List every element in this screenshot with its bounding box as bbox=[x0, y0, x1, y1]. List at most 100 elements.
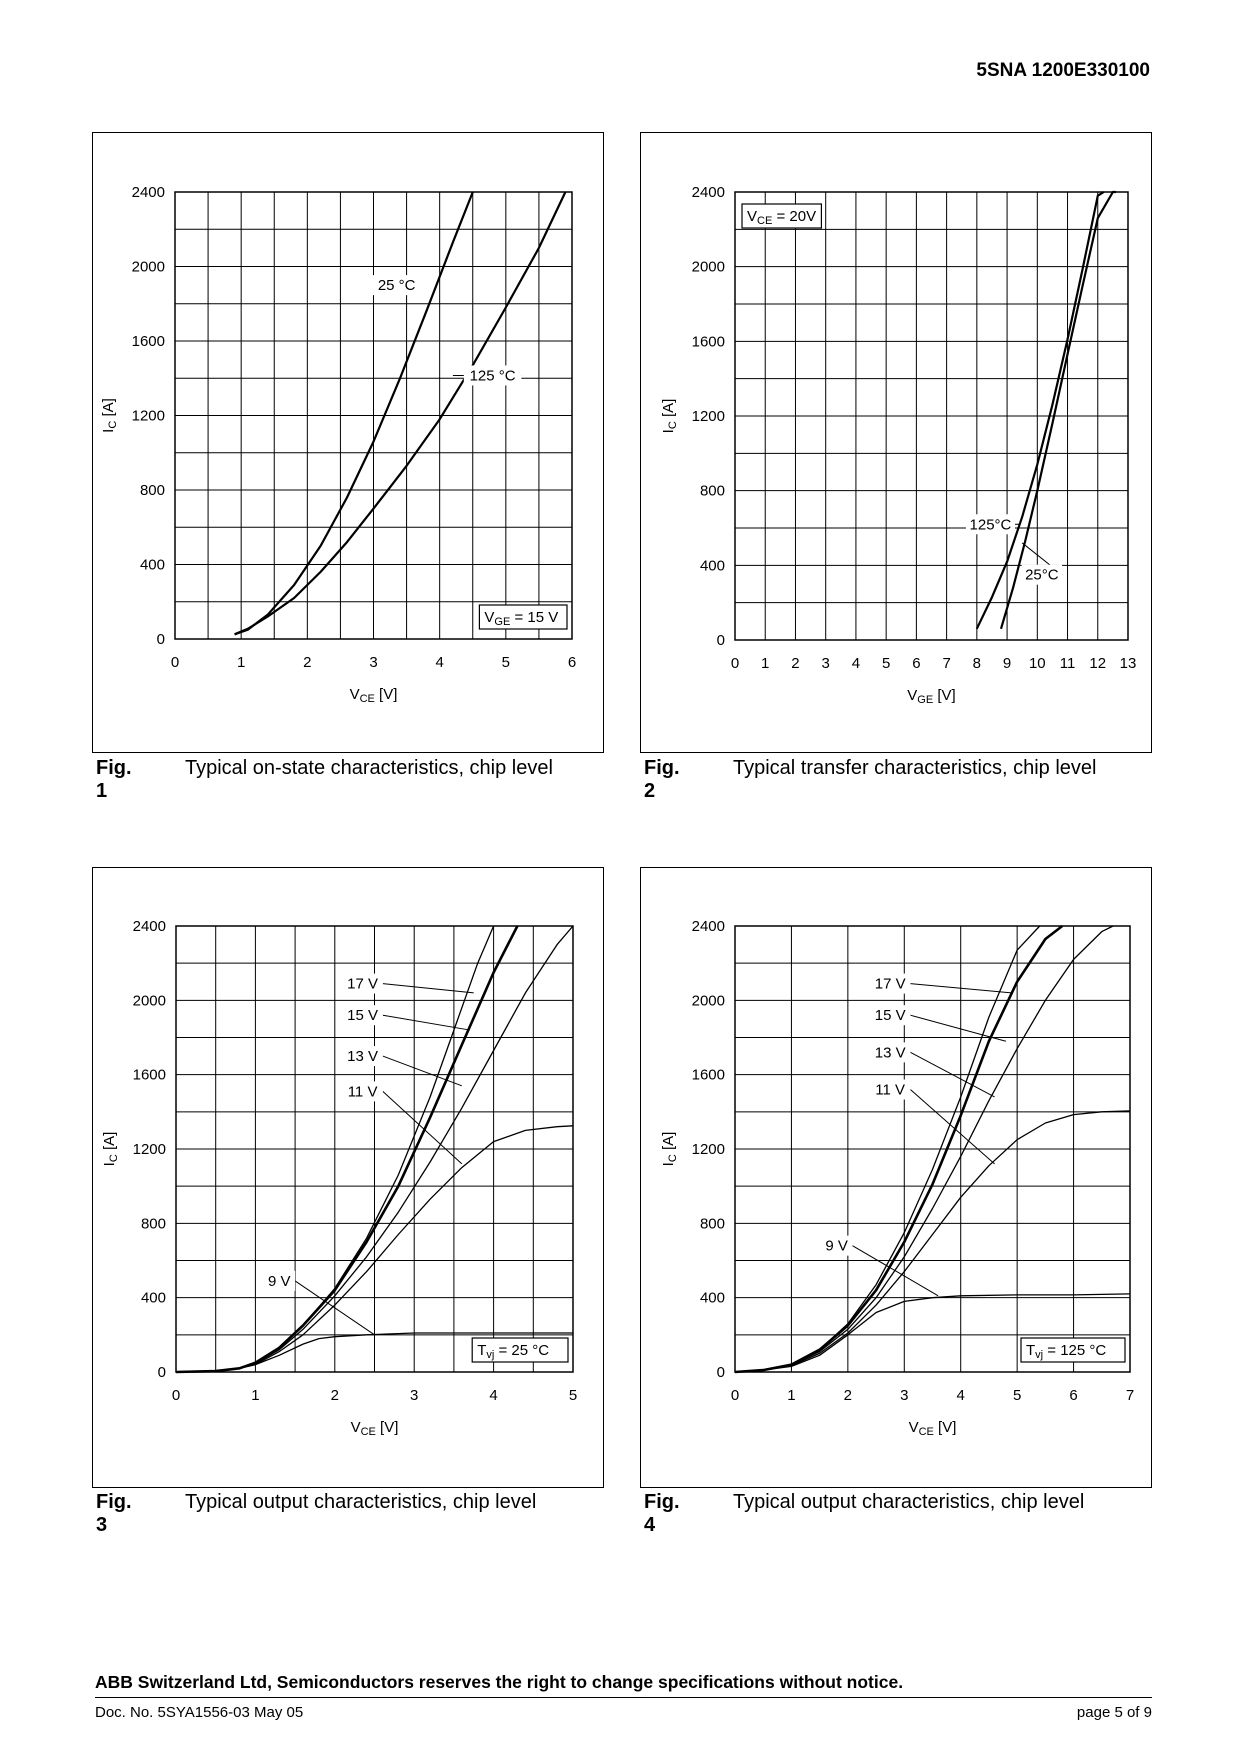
label-leader-line bbox=[382, 1055, 463, 1087]
x-tick-label: 6 bbox=[568, 654, 576, 671]
curve-label: 13 V bbox=[875, 1044, 906, 1061]
x-tick-label: 6 bbox=[1069, 1387, 1077, 1404]
figure-2-title: Typical transfer characteristics, chip l… bbox=[733, 757, 1097, 779]
label-leader-line bbox=[382, 1091, 463, 1165]
label-leader-line bbox=[382, 983, 474, 994]
y-tick-label: 1200 bbox=[692, 408, 725, 425]
y-tick-label: 2000 bbox=[692, 259, 725, 276]
label-leader-line bbox=[910, 1089, 995, 1165]
x-tick-label: 3 bbox=[410, 1387, 418, 1404]
x-tick-label: 5 bbox=[882, 655, 890, 672]
grid bbox=[734, 191, 1129, 641]
y-tick-label: 800 bbox=[140, 482, 165, 499]
curve-label: 15 V bbox=[875, 1007, 906, 1024]
curve-label: 11 V bbox=[875, 1082, 905, 1099]
x-tick-label: 2 bbox=[303, 654, 311, 671]
curve-label: 9 V bbox=[268, 1273, 291, 1290]
label-background bbox=[342, 973, 383, 994]
y-tick-label: 2000 bbox=[132, 259, 165, 276]
label-background bbox=[342, 1081, 383, 1102]
figure-3-title: Typical output characteristics, chip lev… bbox=[185, 1491, 537, 1513]
label-background bbox=[372, 275, 422, 296]
label-leader-line bbox=[852, 1245, 939, 1297]
label-leader-line bbox=[294, 1280, 375, 1336]
y-tick-label: 0 bbox=[157, 631, 165, 648]
label-background bbox=[342, 1046, 383, 1067]
x-tick-label: 2 bbox=[331, 1387, 339, 1404]
y-tick-label: 2000 bbox=[692, 992, 725, 1009]
curve-label: 17 V bbox=[347, 976, 378, 993]
y-axis-label: IC [A] bbox=[100, 398, 119, 433]
y-axis-label: IC [A] bbox=[660, 399, 679, 434]
series-line-11v bbox=[734, 1110, 1131, 1373]
x-axis-label: VGE [V] bbox=[907, 687, 955, 706]
figure-1-panel: 0 1 2 3 4 5 6 0 400 800 1200 1600 2000 2400 VCE [V] IC … bbox=[92, 132, 604, 753]
x-tick-label: 7 bbox=[1126, 1387, 1134, 1404]
y-tick-label: 1200 bbox=[132, 408, 165, 425]
x-axis-label: VCE [V] bbox=[351, 1419, 399, 1438]
footer-divider bbox=[95, 1697, 1152, 1698]
label-background bbox=[965, 514, 1015, 535]
footer-disclaimer: ABB Switzerland Ltd, Semiconductors rese… bbox=[95, 1672, 904, 1692]
condition-box bbox=[471, 1337, 569, 1363]
figure-3-chart: 0 1 2 3 4 5 0 400 800 1200 1600 2000 2400 VCE [V] IC [… bbox=[101, 918, 577, 1438]
label-background bbox=[463, 365, 522, 386]
y-tick-label: 1200 bbox=[692, 1141, 725, 1158]
figure-4-title: Typical output characteristics, chip lev… bbox=[733, 1491, 1085, 1513]
y-tick-label: 1600 bbox=[132, 333, 165, 350]
y-tick-label: 1200 bbox=[133, 1141, 166, 1158]
label-leader-line bbox=[910, 1051, 995, 1098]
x-tick-label: 1 bbox=[787, 1387, 795, 1404]
x-tick-label: 13 bbox=[1120, 655, 1137, 672]
figure-3-panel: 0 1 2 3 4 5 0 400 800 1200 1600 2000 2400 VCE [V] IC [… bbox=[92, 867, 604, 1488]
series-line-25c bbox=[234, 191, 474, 636]
label-background bbox=[869, 1042, 911, 1063]
figure-3-number: Fig. 3 bbox=[96, 1491, 132, 1536]
plot-frame bbox=[175, 925, 574, 1373]
curve-label: 125°C bbox=[970, 516, 1012, 533]
series-line-125c bbox=[234, 191, 567, 636]
x-tick-label: 10 bbox=[1029, 655, 1046, 672]
part-number: 5SNA 1200E330100 bbox=[976, 60, 1150, 81]
x-tick-label: 5 bbox=[502, 654, 510, 671]
label-leader-line bbox=[382, 1014, 470, 1031]
x-tick-label: 1 bbox=[761, 655, 769, 672]
series-line-125c bbox=[975, 191, 1105, 630]
y-axis-label: IC [A] bbox=[101, 1132, 120, 1167]
label-background bbox=[869, 1079, 911, 1100]
x-tick-label: 2 bbox=[791, 655, 799, 672]
y-tick-label: 800 bbox=[700, 1215, 725, 1232]
figure-1-title: Typical on-state characteristics, chip l… bbox=[185, 757, 553, 779]
condition-box bbox=[478, 604, 568, 630]
curve-label: 25 °C bbox=[378, 277, 416, 294]
x-axis-label: VCE [V] bbox=[909, 1419, 957, 1438]
label-background bbox=[869, 973, 911, 994]
curve-label: 9 V bbox=[825, 1238, 848, 1255]
x-tick-label: 4 bbox=[852, 655, 860, 672]
x-tick-label: 4 bbox=[957, 1387, 965, 1404]
figure-1-number: Fig. 1 bbox=[96, 757, 132, 802]
y-tick-label: 400 bbox=[700, 557, 725, 574]
grid bbox=[174, 191, 573, 640]
figure-2-number: Fig. 2 bbox=[644, 757, 680, 802]
figure-2-chart: 0 1 2 3 4 5 6 7 8 9 10 11 12 130400800120016002000240… bbox=[660, 184, 1137, 706]
document-number: Doc. No. 5SYA1556-03 May 05 bbox=[95, 1704, 304, 1721]
label-background bbox=[263, 1270, 296, 1291]
label-background bbox=[1021, 564, 1063, 585]
label-background bbox=[820, 1235, 853, 1256]
y-tick-label: 2400 bbox=[692, 184, 725, 201]
y-tick-label: 1600 bbox=[133, 1067, 166, 1084]
curve-label: 13 V bbox=[347, 1048, 378, 1065]
y-tick-label: 2400 bbox=[692, 918, 725, 935]
x-tick-label: 3 bbox=[369, 654, 377, 671]
figure-2-panel: 0 1 2 3 4 5 6 7 8 9 10 11 12 13 0 400 800 1200 1600 2000 240… bbox=[640, 132, 1152, 753]
page-number: page 5 of 9 bbox=[1076, 1704, 1152, 1721]
y-tick-label: 0 bbox=[717, 632, 725, 649]
series-line-9v bbox=[175, 1332, 573, 1373]
x-tick-label: 5 bbox=[569, 1387, 577, 1404]
figure-4-number: Fig. 4 bbox=[644, 1491, 680, 1536]
label-leader-line bbox=[910, 983, 1012, 994]
y-tick-label: 0 bbox=[717, 1364, 725, 1381]
x-tick-label: 2 bbox=[844, 1387, 852, 1404]
series-line-9v bbox=[734, 1293, 1131, 1373]
